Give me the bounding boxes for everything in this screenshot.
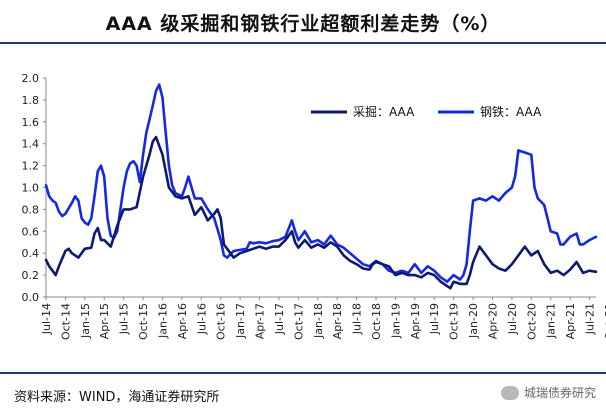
x-tick-label: Jul-14 <box>40 303 53 335</box>
y-tick-label: 2.0 <box>22 72 40 85</box>
y-tick-label: 1.8 <box>22 94 40 107</box>
x-tick-label: Oct-18 <box>370 303 383 340</box>
x-tick-label: Oct-16 <box>215 303 228 340</box>
y-tick-label: 1.0 <box>22 182 40 195</box>
y-tick-label: 0.4 <box>22 247 40 260</box>
chart-area: 0.0 0.2 0.4 0.6 0.8 1.0 1.2 1.4 1.6 1.8 2.0 Jul-14 O… <box>22 72 606 340</box>
x-tick-label: Apr-18 <box>331 303 344 339</box>
y-tick-label: 0.2 <box>22 269 40 282</box>
x-tick-label: Apr-15 <box>98 303 111 339</box>
y-tick-label: 0.0 <box>22 291 40 304</box>
x-tick-label: Oct-17 <box>292 303 305 340</box>
y-tick-label: 1.6 <box>22 116 40 129</box>
x-tick-label: Apr-16 <box>176 303 189 339</box>
watermark-text: 城瑞债券研究 <box>523 386 596 400</box>
x-tick-label: Jul-18 <box>351 303 364 335</box>
y-tick-label: 1.4 <box>22 138 40 151</box>
series-line-steel <box>44 83 598 283</box>
x-tick-label: Oct-14 <box>59 303 72 340</box>
chart-title: AAA 级采掘和钢铁行业超额利差走势（%） <box>105 13 501 35</box>
x-tick-label: Jan-16 <box>156 303 169 339</box>
x-tick-label: Jul-17 <box>273 303 286 335</box>
legend-label-steel: 钢铁：AAA <box>480 105 542 119</box>
source-bar: 资料来源：WIND，海通证券研究所 城瑞债券研究 <box>0 372 606 408</box>
legend-label-mining: 采掘：AAA <box>353 104 415 119</box>
x-tick-label: Jan-20 <box>467 303 480 339</box>
x-tick-label: Apr-20 <box>486 303 499 339</box>
series-group <box>44 83 598 290</box>
watermark: 城瑞债券研究 <box>500 384 596 401</box>
x-tick-label: Jul-16 <box>195 303 208 335</box>
x-tick-label: Jan-15 <box>79 303 92 339</box>
x-tick-label: Apr-17 <box>254 303 267 339</box>
x-tick-label: Apr-21 <box>564 303 577 339</box>
x-tick-label: Jan-18 <box>312 303 325 339</box>
x-tick-label: Oct-20 <box>525 303 538 340</box>
x-tick-label: Jul-20 <box>506 303 519 335</box>
y-tick-label: 0.8 <box>22 203 40 216</box>
source-note: 资料来源：WIND，海通证券研究所 <box>14 390 220 405</box>
x-tick-label: Jan-19 <box>389 303 402 339</box>
x-tick-label: Jul-19 <box>428 303 441 335</box>
x-tick-label: Oct-19 <box>448 303 461 340</box>
axes: 0.0 0.2 0.4 0.6 0.8 1.0 1.2 1.4 1.6 1.8 2.0 Jul-14 O… <box>22 72 606 340</box>
title-bar: AAA 级采掘和钢铁行业超额利差走势（%） <box>0 0 606 44</box>
legend: 采掘：AAA 钢铁：AAA <box>311 104 542 119</box>
x-tick-label: Jul-21 <box>584 303 597 335</box>
wechat-icon <box>500 385 519 400</box>
series-line-mining <box>44 135 598 290</box>
x-tick-label: Apr-19 <box>409 303 422 339</box>
x-tick-label: Jan-17 <box>234 303 247 339</box>
x-tick-label: Oct-15 <box>137 303 150 340</box>
y-tick-label: 0.6 <box>22 225 40 238</box>
x-tick-label: Jan-21 <box>545 303 558 339</box>
x-tick-label: Jul-15 <box>118 303 131 335</box>
x-tick-label: Oct-21 <box>603 303 606 340</box>
y-tick-label: 1.2 <box>22 160 40 173</box>
